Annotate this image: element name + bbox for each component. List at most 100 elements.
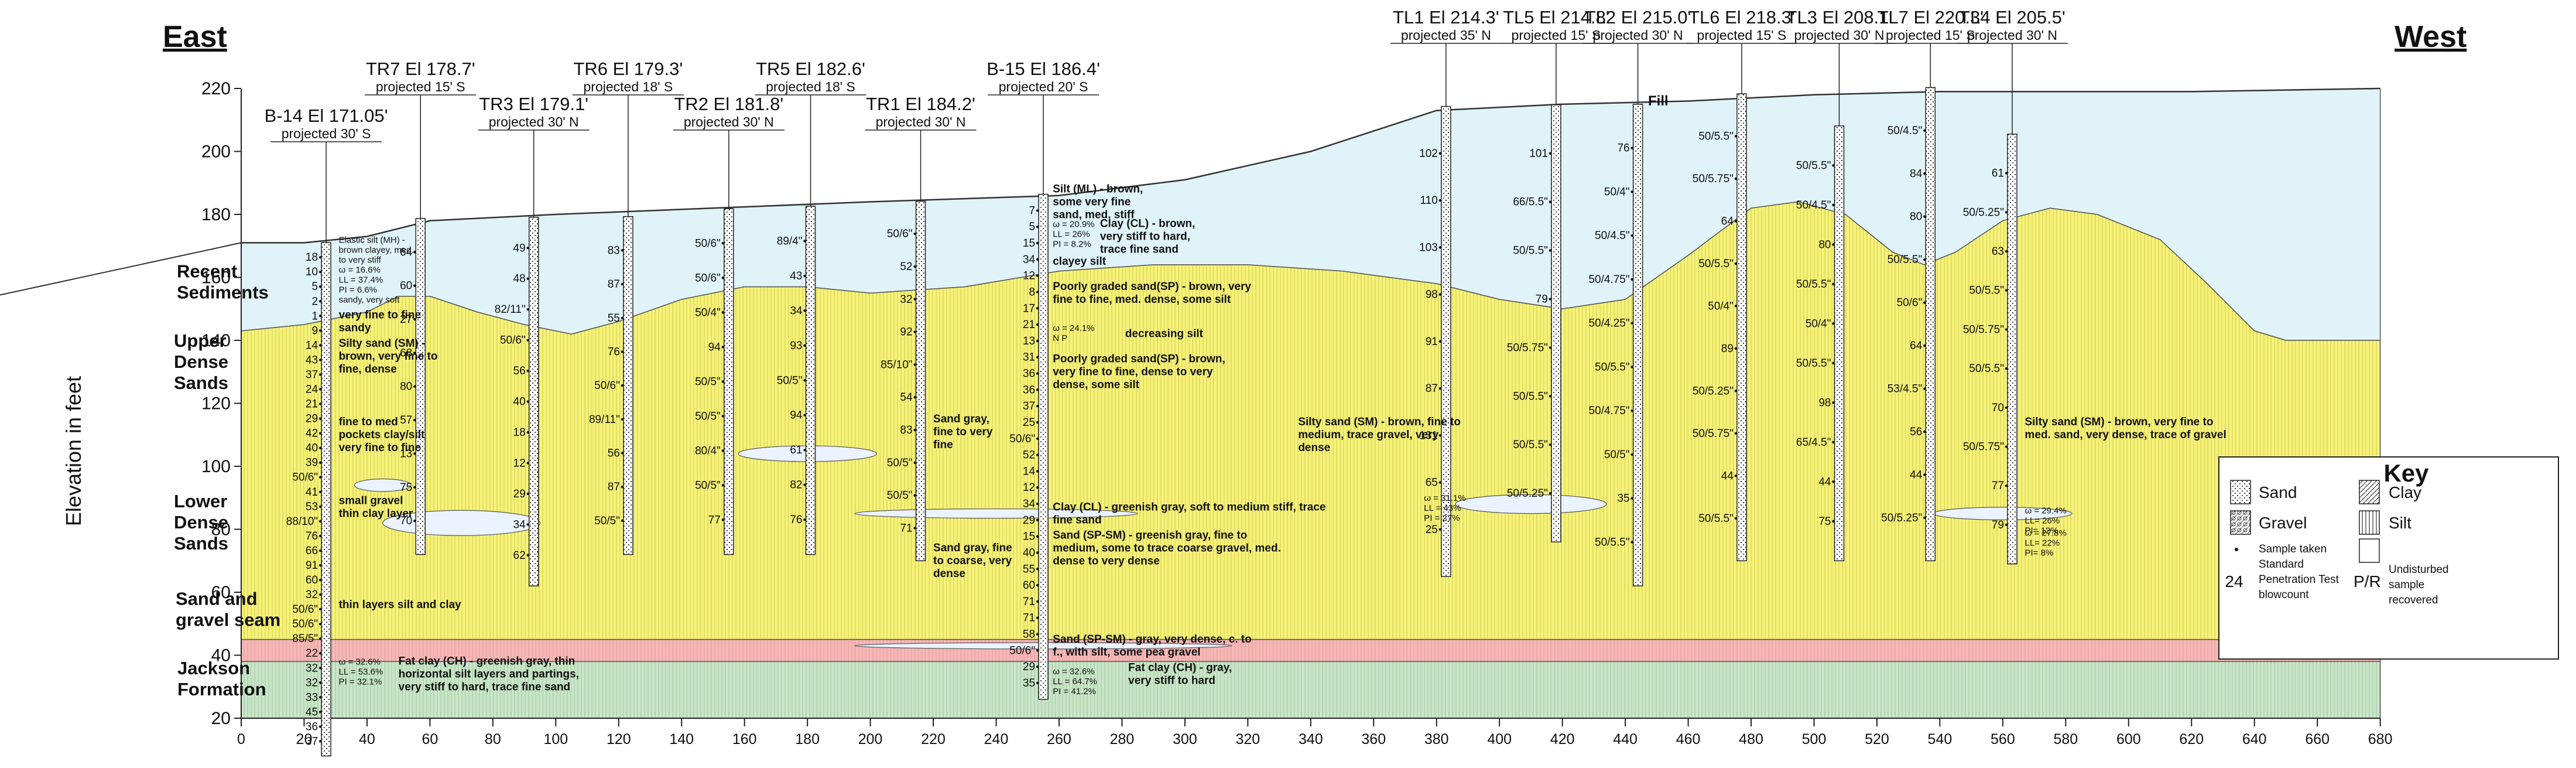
spt-sample-marker: [1438, 387, 1442, 390]
blow-count: 50/5.25": [1693, 385, 1734, 397]
blow-count: 36: [306, 721, 318, 733]
blow-count-column: 50/6" 50/6" 50/4" 94 50/5" 50/5" 80/4" 50/5" 77: [695, 237, 725, 526]
blow-count: 50/5.5": [1698, 513, 1734, 525]
blow-count: 50/5.5": [1969, 285, 2004, 297]
spt-sample-marker: [1036, 421, 1039, 424]
description-line: LL = 26%: [1053, 230, 1090, 240]
blow-count: 50/5.25": [1963, 206, 2004, 219]
boring-description: Sand (SP-SM) - greenish gray, fine tomed…: [1053, 530, 1281, 568]
blow-count: 44: [1721, 470, 1734, 482]
spt-sample-marker: [413, 486, 416, 489]
unit-label-line: Sand and: [176, 589, 258, 609]
spt-sample-marker: [1036, 600, 1039, 603]
spt-sample-marker: [1438, 246, 1442, 249]
blow-count: 15: [1023, 531, 1035, 543]
y-tick-label: 20: [211, 709, 231, 728]
boring-description: Silty sand (SM) - brown, fine tomedium, …: [1298, 416, 1461, 454]
blow-count: 79: [1992, 519, 2004, 531]
description-line: Clay (CL) - greenish gray, soft to mediu…: [1053, 501, 1325, 513]
blow-count: 87: [608, 481, 620, 493]
blow-count: 25: [1426, 524, 1438, 536]
spt-sample-marker: [2005, 523, 2008, 527]
spt-sample-marker: [1923, 215, 1926, 218]
blow-count: 50/5.5": [1595, 361, 1630, 373]
x-tick-label: 400: [1487, 731, 1512, 747]
boring-title: TR6 El 179.3': [573, 59, 683, 79]
spt-sample-marker: [1549, 298, 1552, 301]
spt-sample-marker: [318, 344, 322, 347]
blow-count: 82/11": [495, 303, 526, 316]
description-line: f., with silt, some pea gravel: [1053, 646, 1200, 658]
blow-count: 29: [513, 488, 526, 500]
unit-label-line: Upper: [174, 330, 227, 351]
blow-count: 76: [1617, 142, 1629, 155]
blow-count: 52: [900, 261, 912, 273]
x-tick-label: 200: [858, 731, 883, 747]
spt-sample-marker: [318, 315, 322, 318]
description-line: Silt (ML) - brown,: [1053, 183, 1143, 195]
description-line: PI = 32.1%: [339, 677, 382, 687]
unit-label-line: Formation: [177, 679, 266, 699]
undisturbed-sample-swatch: [2359, 538, 2380, 563]
blow-count: 110: [1420, 194, 1438, 207]
spt-sample-marker: [318, 681, 322, 684]
blow-count: 50/5.5": [1796, 278, 1831, 291]
x-tick-label: 560: [1991, 731, 2015, 747]
spt-sample-marker: [621, 384, 624, 387]
spt-sample-marker: [913, 461, 916, 465]
blow-count: 21: [1023, 319, 1035, 331]
blow-count: 14: [306, 339, 318, 351]
boring-title: TL5 El 214.8': [1503, 7, 1609, 28]
spt-sample-marker: [803, 518, 806, 521]
spt-sample-marker: [621, 452, 624, 455]
spt-sample-marker: [803, 483, 806, 486]
spt-sample-marker: [913, 330, 916, 333]
blow-count: 45: [306, 706, 318, 718]
spt-sample-marker: [1438, 528, 1442, 531]
blow-count: 91: [306, 559, 318, 572]
spt-sample-marker: [1832, 520, 1835, 523]
key-box: [2218, 456, 2559, 660]
description-line: dense: [933, 568, 965, 580]
boring-TL5: [1551, 104, 1561, 542]
description-line: PI = 41.2%: [1053, 687, 1096, 697]
boring-B-15: [1038, 193, 1049, 700]
spt-sample-marker: [721, 346, 725, 349]
spt-sample-marker: [1923, 172, 1926, 175]
spt-sample-marker: [526, 492, 529, 496]
boring-description: Fat clay (CH) - greenish gray, thinhoriz…: [399, 656, 579, 694]
boring-projection: projected 18' S: [766, 79, 855, 94]
blow-count: 66: [306, 545, 318, 557]
boring-title: B-14 El 171.05': [265, 105, 388, 126]
boring-description: decreasing silt: [1125, 328, 1204, 340]
blow-count: 21: [306, 398, 318, 411]
description-line: LL = 64.7%: [1053, 677, 1097, 687]
boring-description: Silty sand (SM) - brown, very fine tomed…: [2025, 416, 2226, 441]
description-line: LL = 43%: [1424, 503, 1461, 513]
blow-count: 83: [608, 244, 620, 257]
blow-count: 25: [1023, 417, 1035, 429]
spt-sample-marker: [1438, 481, 1442, 484]
spt-sample-marker: [413, 452, 416, 455]
spt-sample-marker: [1549, 491, 1552, 495]
spt-sample-marker: [803, 240, 806, 243]
boring-TL2: [1632, 104, 1643, 586]
boring-TR3: [528, 217, 539, 586]
description-line: brown clayey, med.: [339, 245, 414, 255]
description-line: fine to very: [933, 426, 993, 438]
boring-projection: projected 30' S: [282, 126, 371, 141]
spt-sample-marker: [1549, 249, 1552, 252]
description-line: fine, dense: [339, 363, 397, 376]
unit-labels: RecentSedimentsUpperDenseSandsLowerDense…: [174, 261, 280, 699]
y-axis-title: Elevation in feet: [61, 376, 85, 526]
spt-sample-marker: [1630, 278, 1633, 281]
blow-count: 50/6": [292, 618, 318, 630]
legend-key: Key Sand Gravel Clay Silt 24 Sample taken Stand…: [2218, 456, 2559, 660]
spt-sample-marker: [1438, 434, 1442, 437]
spt-sample-marker: [1630, 541, 1633, 544]
spt-sample-marker: [721, 277, 725, 279]
spt-sample-marker: [1549, 346, 1552, 349]
